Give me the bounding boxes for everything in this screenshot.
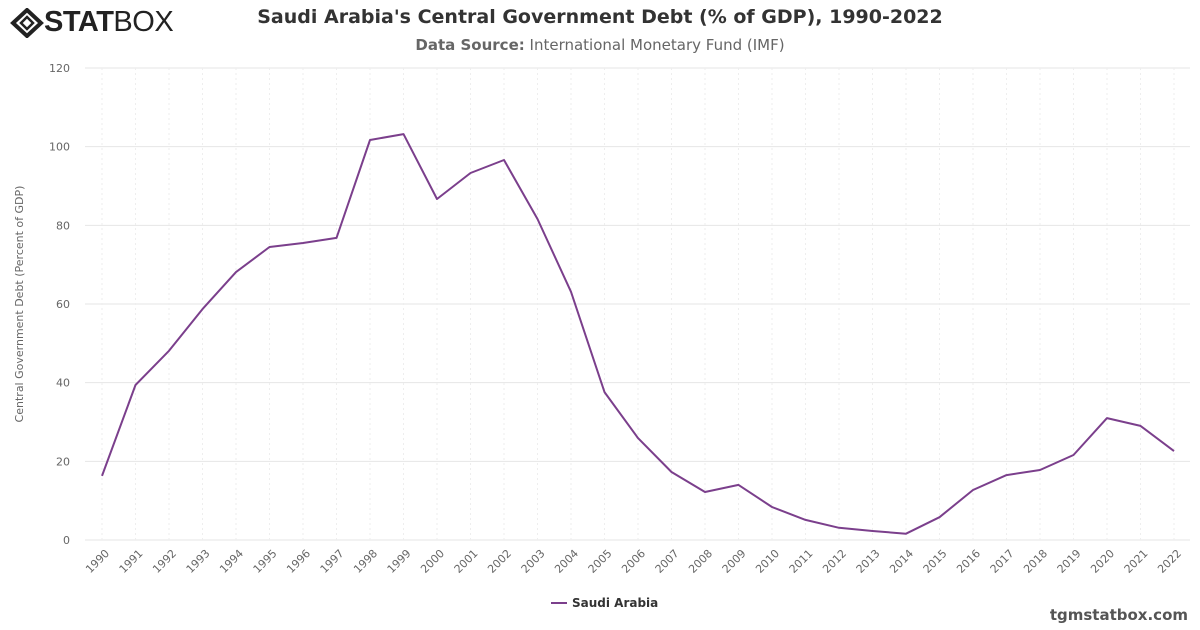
- y-tick-label: 0: [63, 534, 70, 547]
- series-line-saudi-arabia: [101, 133, 1175, 535]
- x-tick-label: 2008: [686, 547, 715, 576]
- source-value: International Monetary Fund (IMF): [529, 36, 785, 54]
- x-tick-label: 2016: [954, 547, 983, 576]
- x-tick-label: 2013: [854, 547, 883, 576]
- x-tick-label: 1999: [385, 547, 414, 576]
- x-tick-label: 2006: [619, 547, 648, 576]
- logo-text-light: BOX: [113, 6, 174, 38]
- y-tick-label: 60: [56, 298, 70, 311]
- x-tick-label: 1993: [184, 547, 213, 576]
- x-tick-label: 1991: [117, 547, 146, 576]
- y-tick-label: 100: [49, 141, 70, 154]
- chart-title: Saudi Arabia's Central Government Debt (…: [257, 6, 943, 28]
- chart-subtitle: Data Source: International Monetary Fund…: [0, 36, 1200, 54]
- x-tick-label: 2018: [1021, 547, 1050, 576]
- x-tick-label: 2011: [787, 547, 816, 576]
- x-tick-label: 2014: [887, 547, 916, 576]
- source-label: Data Source:: [415, 36, 525, 54]
- x-tick-label: 1998: [351, 547, 380, 576]
- statbox-logo: STATBOX: [10, 6, 174, 39]
- y-tick-label: 20: [56, 455, 70, 468]
- site-footer: tgmstatbox.com: [1049, 606, 1188, 624]
- x-tick-label: 2015: [921, 547, 950, 576]
- x-tick-label: 2001: [452, 547, 481, 576]
- x-tick-label: 2000: [418, 547, 447, 576]
- y-tick-label: 80: [56, 219, 70, 232]
- legend-label: Saudi Arabia: [572, 596, 658, 610]
- diamond-logo-icon: [10, 7, 44, 38]
- x-tick-label: 2002: [485, 547, 514, 576]
- logo-text-bold: STAT: [44, 6, 114, 38]
- x-tick-label: 2005: [586, 547, 615, 576]
- x-tick-label: 1994: [217, 547, 246, 576]
- x-tick-label: 2012: [820, 547, 849, 576]
- x-tick-label: 2010: [753, 547, 782, 576]
- x-tick-label: 1995: [251, 547, 280, 576]
- legend-item-saudi-arabia[interactable]: Saudi Arabia: [551, 596, 658, 610]
- x-tick-label: 2022: [1155, 547, 1184, 576]
- y-tick-label: 40: [56, 377, 70, 390]
- x-tick-label: 2021: [1122, 547, 1151, 576]
- x-tick-label: 2004: [552, 547, 581, 576]
- x-tick-label: 1992: [150, 547, 179, 576]
- x-tick-label: 1990: [83, 547, 112, 576]
- y-axis-label: Central Government Debt (Percent of GDP): [13, 186, 26, 423]
- x-tick-label: 2007: [653, 547, 682, 576]
- x-tick-label: 1996: [284, 547, 313, 576]
- x-tick-label: 2017: [988, 547, 1017, 576]
- y-tick-label: 120: [49, 62, 70, 75]
- x-tick-label: 2019: [1055, 547, 1084, 576]
- x-tick-label: 2009: [720, 547, 749, 576]
- x-tick-label: 1997: [318, 547, 347, 576]
- x-tick-label: 2020: [1088, 547, 1117, 576]
- x-tick-label: 2003: [519, 547, 548, 576]
